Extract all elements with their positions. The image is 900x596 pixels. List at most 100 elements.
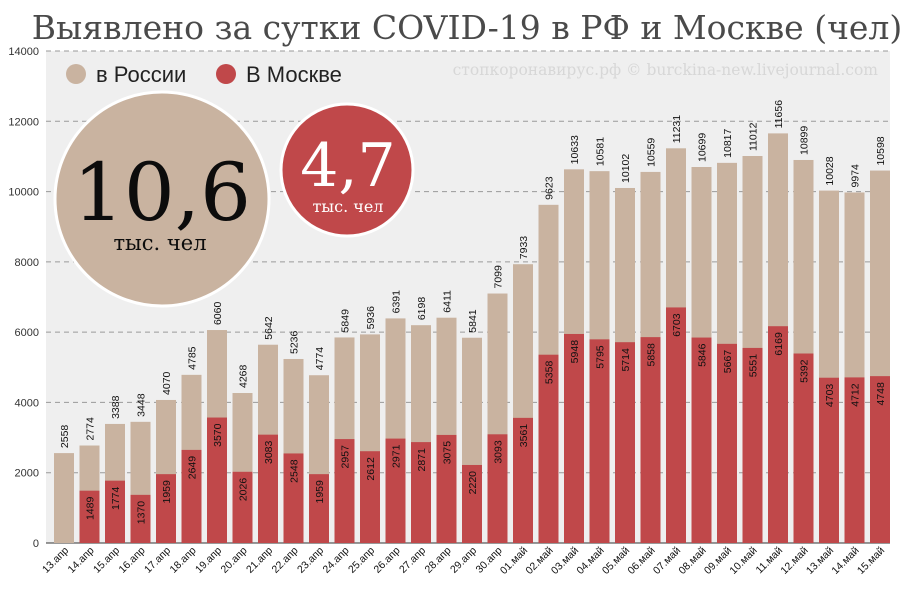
value-label-russia: 5849 [340, 309, 352, 333]
value-label-russia: 11656 [773, 100, 785, 129]
x-tick-label: 15.май [855, 545, 887, 577]
bars: 2558 2774 1489 3388 1774 3448 1370 4070 1959 4785… [54, 100, 890, 544]
bar-moscow [513, 417, 533, 543]
value-label-russia: 10633 [569, 135, 581, 164]
value-label-moscow: 1959 [314, 480, 326, 504]
value-label-russia: 7099 [493, 265, 505, 289]
bar-moscow [181, 449, 202, 543]
x-tick-label: 07.май [651, 545, 683, 577]
x-axis-ticks: 13.апр14.апр15.апр16.апр17.апр18.апр19.а… [40, 545, 887, 577]
value-label-russia: 3448 [136, 393, 148, 417]
x-tick-label: 09.май [702, 545, 734, 577]
x-tick-label: 23.апр [295, 545, 326, 576]
value-label-russia: 10699 [697, 133, 709, 162]
bar-moscow [411, 442, 431, 543]
value-label-russia: 10581 [595, 137, 607, 166]
value-label-moscow: 2026 [238, 478, 250, 502]
value-label-russia: 3388 [110, 395, 122, 419]
value-label-russia: 10559 [646, 138, 658, 167]
value-label-moscow: 2957 [340, 445, 352, 469]
value-label-russia: 2774 [85, 417, 97, 441]
value-label-moscow: 2871 [416, 448, 428, 472]
legend-label-moscow: В Москве [246, 62, 342, 87]
bar-moscow [717, 343, 737, 543]
value-label-russia: 4070 [161, 371, 173, 395]
value-label-moscow: 5714 [620, 348, 632, 372]
bar-moscow [564, 333, 584, 543]
y-tick-label: 8000 [15, 257, 39, 269]
bar-moscow [207, 417, 227, 543]
bar-moscow [105, 480, 125, 543]
legend-swatch-moscow [216, 64, 236, 84]
bar-moscow [487, 434, 508, 543]
callout-russia: 10,6 тыс. чел [53, 90, 271, 308]
legend-label-russia: в России [96, 62, 186, 87]
bar-moscow [334, 439, 355, 543]
value-label-russia: 2558 [59, 425, 71, 449]
x-tick-label: 05.май [600, 545, 632, 577]
y-tick-label: 12000 [8, 116, 39, 128]
value-label-moscow: 3093 [493, 440, 505, 464]
x-tick-label: 02.май [523, 545, 555, 577]
value-label-russia: 6060 [212, 302, 224, 326]
legend-swatch-russia [66, 64, 86, 84]
value-label-moscow: 2971 [391, 444, 403, 468]
x-tick-label: 20.апр [219, 545, 250, 576]
bar-moscow [156, 474, 176, 543]
bar-moscow [768, 326, 788, 543]
x-tick-label: 12.май [778, 545, 810, 577]
legend: в России В Москве [66, 62, 342, 87]
x-tick-label: 16.апр [117, 545, 148, 576]
value-label-moscow: 3083 [263, 440, 275, 464]
value-label-russia: 9974 [850, 164, 862, 188]
bar-moscow [793, 353, 814, 543]
x-tick-label: 22.апр [270, 545, 301, 576]
chart-title: Выявлено за сутки COVID-19 в РФ и Москве… [32, 8, 900, 47]
x-tick-label: 28.апр [423, 545, 454, 576]
callout-moscow-circle [279, 102, 415, 238]
value-label-russia: 5642 [263, 316, 275, 340]
x-tick-label: 25.апр [346, 545, 377, 576]
value-label-moscow: 1370 [136, 501, 148, 525]
x-tick-label: 17.апр [142, 545, 173, 576]
bar-moscow [258, 434, 278, 543]
bar-moscow [844, 377, 865, 543]
chart-credit: стопкоронавирус.рф © burckina-new.livejo… [453, 61, 879, 79]
bar-moscow [640, 337, 661, 543]
bar-moscow [462, 464, 482, 543]
value-label-russia: 10028 [824, 156, 836, 185]
value-label-moscow: 3570 [212, 423, 224, 447]
value-label-moscow: 6169 [773, 332, 785, 356]
x-tick-label: 14.май [829, 545, 861, 577]
value-label-moscow: 2220 [467, 471, 479, 495]
x-tick-label: 14.апр [66, 545, 97, 576]
x-tick-label: 21.апр [244, 545, 275, 576]
value-label-moscow: 1959 [161, 480, 173, 504]
x-tick-label: 04.май [574, 545, 606, 577]
value-label-russia: 10817 [722, 129, 734, 158]
bar-moscow [589, 339, 610, 543]
x-tick-label: 03.май [549, 545, 581, 577]
x-tick-label: 27.апр [397, 545, 428, 576]
bar-moscow [819, 377, 839, 543]
bar-moscow [615, 342, 635, 543]
callout-moscow-unit: тыс. чел [313, 197, 384, 216]
value-label-moscow: 1489 [85, 497, 97, 521]
value-label-russia: 6198 [416, 297, 428, 321]
x-tick-label: 29.апр [448, 545, 479, 576]
y-axis-ticks: 0 2000 4000 6000 8000 10000 12000 14000 [8, 46, 39, 550]
value-label-russia: 4785 [187, 346, 199, 370]
value-label-russia: 6411 [442, 290, 454, 313]
value-label-russia: 9623 [544, 176, 556, 200]
value-label-moscow: 5795 [595, 345, 607, 369]
bar-moscow [232, 471, 253, 543]
x-tick-label: 08.май [676, 545, 708, 577]
value-label-moscow: 3075 [442, 441, 454, 465]
callout-moscow-value: 4,7 [300, 131, 395, 201]
bar-moscow [870, 376, 890, 543]
value-label-russia: 10899 [799, 126, 811, 155]
x-tick-label: 13.май [804, 545, 836, 577]
bar-moscow [130, 494, 151, 543]
value-label-moscow: 5358 [544, 361, 556, 385]
